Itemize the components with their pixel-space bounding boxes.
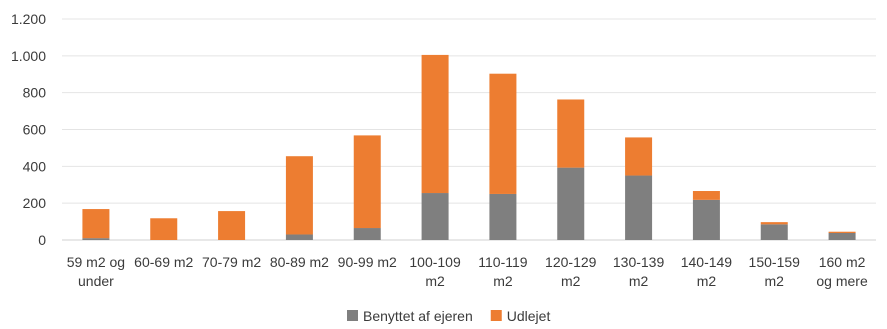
- legend: Benyttet af ejeren Udlejet: [347, 308, 550, 324]
- x-tick-label: 80-89 m2: [270, 254, 329, 270]
- x-tick-label: 140-149: [681, 254, 733, 270]
- x-tick-label: 59 m2 og: [67, 254, 125, 270]
- x-tick-label: 60-69 m2: [134, 254, 193, 270]
- gridlines: [62, 18, 876, 241]
- bar-udlejet: [150, 218, 178, 240]
- x-tick-label: 160 m2: [819, 254, 866, 270]
- y-tick-label: 200: [23, 195, 47, 211]
- y-tick-label: 600: [23, 122, 47, 138]
- legend-swatch: [490, 310, 502, 321]
- x-tick-label: 130-139: [613, 254, 665, 270]
- x-tick-label: m2: [765, 273, 785, 289]
- bar-benyttet-af-ejeren: [625, 175, 653, 240]
- y-tick-label: 400: [23, 158, 47, 174]
- x-tick-label: 150-159: [749, 254, 801, 270]
- y-axis: 0 200 400 600 800 1.000 1.200: [11, 11, 46, 248]
- bar-udlejet: [489, 73, 517, 194]
- x-tick-label: m2: [425, 273, 445, 289]
- bar-benyttet-af-ejeren: [557, 167, 585, 240]
- x-tick-label: m2: [697, 273, 717, 289]
- bar-udlejet: [692, 191, 720, 200]
- bar-benyttet-af-ejeren: [421, 193, 449, 240]
- x-tick-label: m2: [561, 273, 581, 289]
- bar-udlejet: [82, 209, 110, 239]
- y-tick-label: 0: [38, 232, 46, 248]
- legend-label: Benyttet af ejeren: [363, 308, 473, 324]
- bar-benyttet-af-ejeren: [692, 199, 720, 240]
- x-tick-label: og mere: [816, 273, 868, 289]
- y-tick-label: 1.200: [11, 11, 46, 27]
- bar-benyttet-af-ejeren: [82, 238, 110, 240]
- x-tick-label: under: [78, 273, 114, 289]
- x-tick-label: m2: [493, 273, 513, 289]
- x-tick-label: 90-99 m2: [338, 254, 397, 270]
- x-tick-label: 120-129: [545, 254, 597, 270]
- y-tick-label: 1.000: [11, 48, 46, 64]
- legend-swatch: [347, 310, 358, 321]
- x-tick-label: m2: [629, 273, 649, 289]
- bar-udlejet: [421, 54, 449, 194]
- bar-benyttet-af-ejeren: [760, 224, 788, 240]
- legend-label: Udlejet: [507, 308, 551, 324]
- x-tick-label: 70-79 m2: [202, 254, 261, 270]
- bar-udlejet: [828, 231, 856, 234]
- bar-benyttet-af-ejeren: [353, 228, 381, 240]
- bar-benyttet-af-ejeren: [828, 233, 856, 240]
- x-axis: 59 m2 og under 60-69 m2 70-79 m2 80-89 m2 90-…: [67, 254, 868, 289]
- bar-benyttet-af-ejeren: [489, 193, 517, 240]
- bar-udlejet: [557, 99, 585, 168]
- bar-benyttet-af-ejeren: [285, 234, 313, 240]
- bar-udlejet: [625, 137, 653, 176]
- x-tick-label: 110-119: [478, 254, 528, 270]
- bar-udlejet: [760, 222, 788, 225]
- bar-udlejet: [285, 156, 313, 235]
- y-tick-label: 800: [23, 85, 47, 101]
- x-tick-label: 100-109: [409, 254, 461, 270]
- bar-udlejet: [353, 135, 381, 229]
- bars: [82, 54, 856, 240]
- bar-udlejet: [218, 211, 246, 240]
